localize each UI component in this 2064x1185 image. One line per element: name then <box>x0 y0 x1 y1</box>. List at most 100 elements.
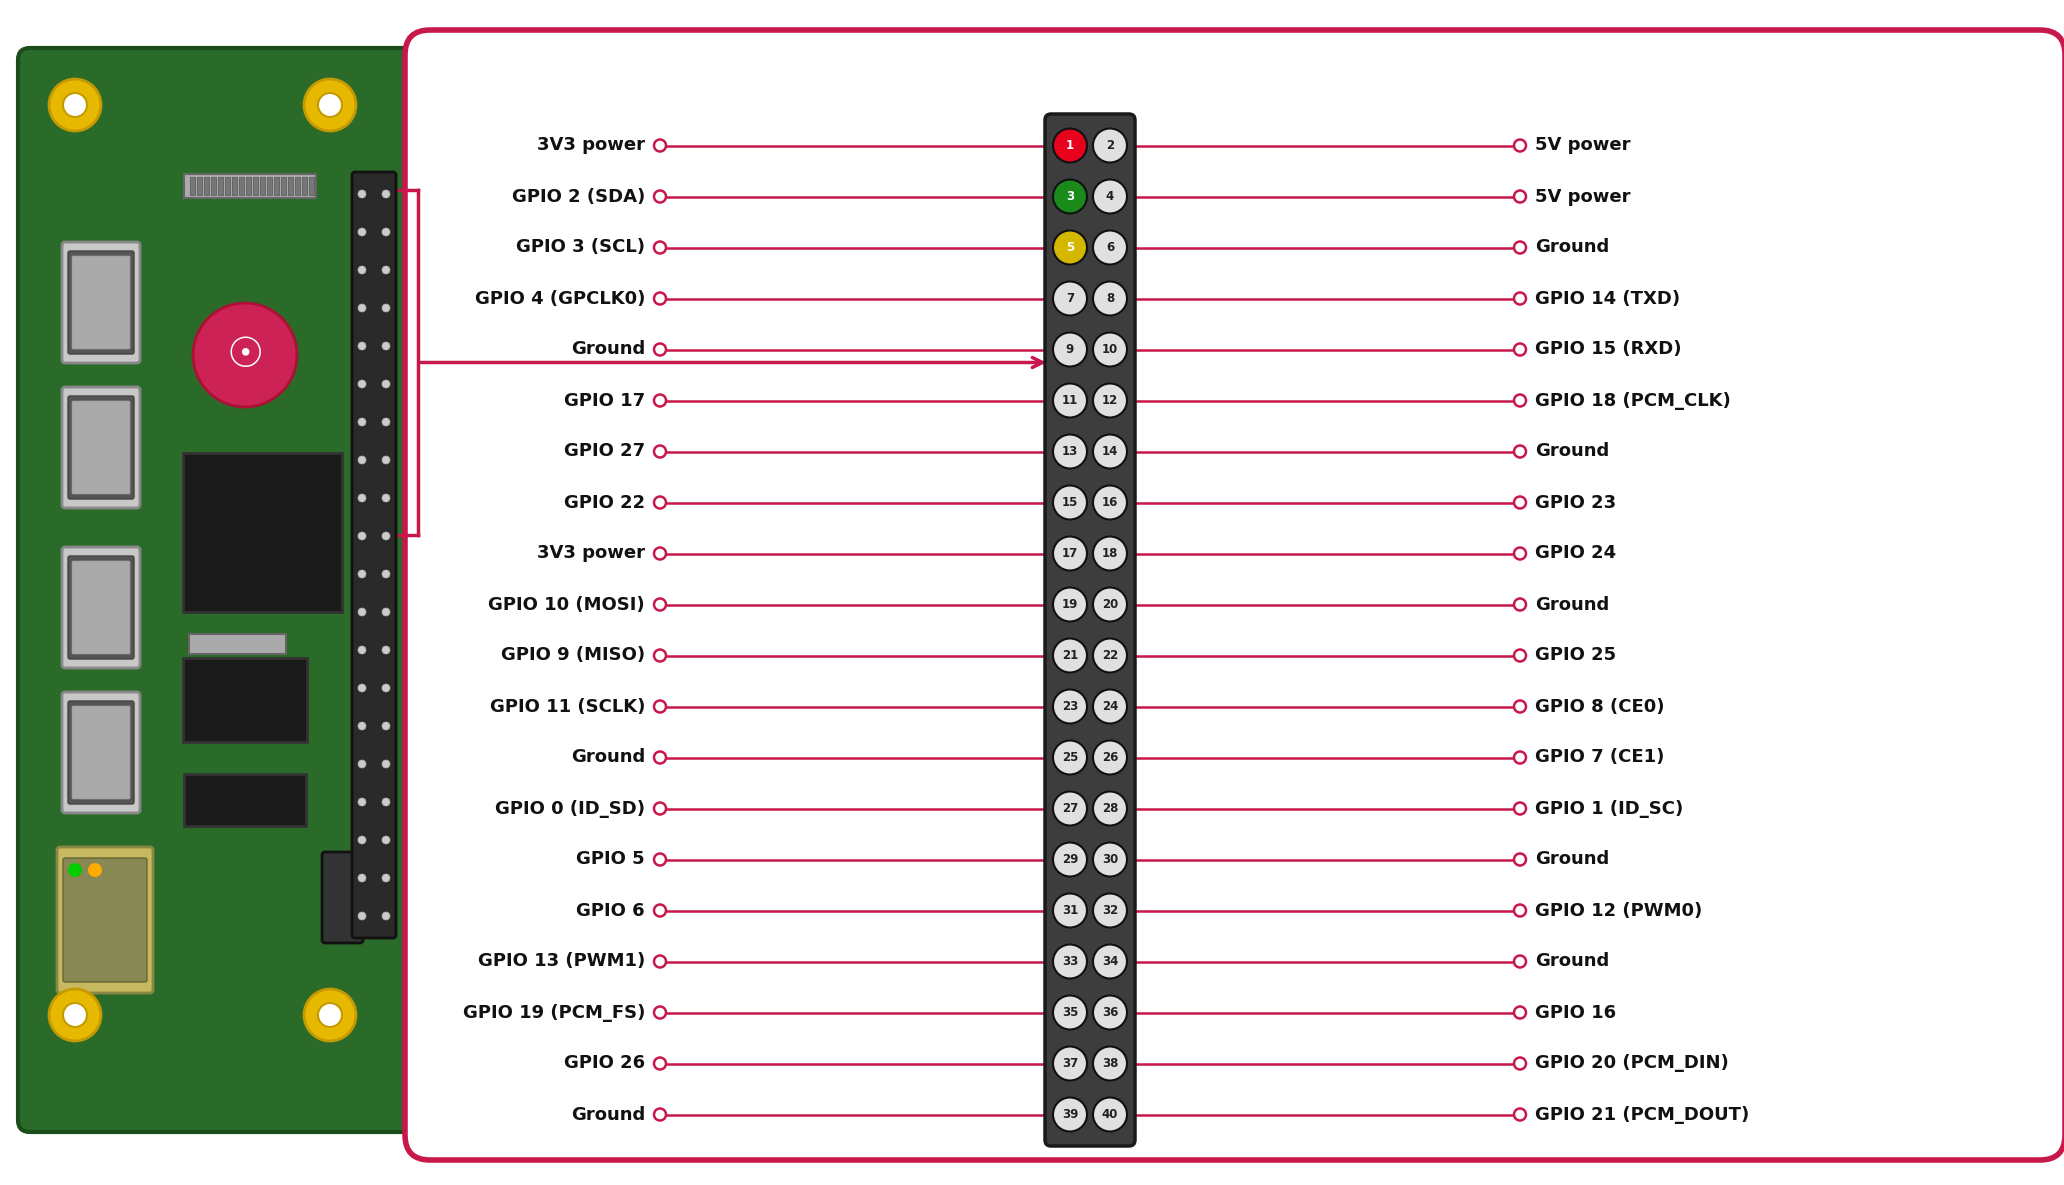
Circle shape <box>654 1006 667 1018</box>
Text: GPIO 23: GPIO 23 <box>1536 493 1616 512</box>
Text: Ground: Ground <box>1536 851 1610 869</box>
Circle shape <box>382 456 390 465</box>
Circle shape <box>382 265 390 274</box>
Circle shape <box>382 305 390 312</box>
Circle shape <box>357 912 365 920</box>
FancyBboxPatch shape <box>190 177 194 196</box>
Circle shape <box>382 380 390 387</box>
Text: 14: 14 <box>1102 446 1119 457</box>
Text: 16: 16 <box>1102 497 1119 510</box>
Circle shape <box>357 494 365 502</box>
Text: GPIO 11 (SCLK): GPIO 11 (SCLK) <box>489 698 644 716</box>
Text: Ground: Ground <box>572 749 644 767</box>
Circle shape <box>318 1003 343 1027</box>
FancyBboxPatch shape <box>211 177 217 196</box>
Text: 18: 18 <box>1102 547 1119 561</box>
Circle shape <box>357 190 365 198</box>
Circle shape <box>64 92 87 117</box>
Circle shape <box>1053 792 1088 826</box>
Text: GPIO 27: GPIO 27 <box>563 442 644 461</box>
Text: 5V power: 5V power <box>1536 187 1631 205</box>
Circle shape <box>1053 741 1088 775</box>
Circle shape <box>1515 1006 1525 1018</box>
Circle shape <box>1515 700 1525 712</box>
Text: 33: 33 <box>1061 955 1077 968</box>
Circle shape <box>1094 1046 1127 1081</box>
FancyBboxPatch shape <box>405 30 2064 1160</box>
Circle shape <box>1053 179 1088 213</box>
Text: 28: 28 <box>1102 802 1119 815</box>
FancyBboxPatch shape <box>289 177 293 196</box>
Text: 1: 1 <box>1065 139 1073 152</box>
Text: 34: 34 <box>1102 955 1119 968</box>
Circle shape <box>357 456 365 465</box>
Circle shape <box>382 342 390 350</box>
FancyBboxPatch shape <box>239 177 244 196</box>
Circle shape <box>357 418 365 425</box>
FancyBboxPatch shape <box>62 547 140 668</box>
Text: GPIO 15 (RXD): GPIO 15 (RXD) <box>1536 340 1682 359</box>
Circle shape <box>1515 140 1525 152</box>
Circle shape <box>1053 843 1088 877</box>
Circle shape <box>1053 588 1088 621</box>
Circle shape <box>357 760 365 768</box>
Circle shape <box>654 598 667 610</box>
Text: 19: 19 <box>1061 598 1077 611</box>
Circle shape <box>1515 853 1525 865</box>
Circle shape <box>1515 649 1525 661</box>
FancyBboxPatch shape <box>72 256 130 350</box>
Text: GPIO 25: GPIO 25 <box>1536 647 1616 665</box>
Text: Ground: Ground <box>572 1106 644 1123</box>
FancyBboxPatch shape <box>260 177 264 196</box>
Text: 37: 37 <box>1061 1057 1077 1070</box>
Text: GPIO 4 (GPCLK0): GPIO 4 (GPCLK0) <box>475 289 644 307</box>
FancyBboxPatch shape <box>72 706 130 799</box>
Circle shape <box>1053 1097 1088 1132</box>
Circle shape <box>1053 893 1088 928</box>
Text: 6: 6 <box>1106 241 1115 254</box>
Text: 8: 8 <box>1106 292 1115 305</box>
Circle shape <box>1094 639 1127 673</box>
Circle shape <box>382 228 390 236</box>
Circle shape <box>1053 333 1088 366</box>
Circle shape <box>1053 231 1088 264</box>
Circle shape <box>303 79 355 132</box>
Circle shape <box>654 344 667 356</box>
FancyBboxPatch shape <box>196 177 202 196</box>
Text: 36: 36 <box>1102 1006 1119 1019</box>
Circle shape <box>654 242 667 254</box>
Text: 4: 4 <box>1106 190 1115 203</box>
Circle shape <box>382 570 390 578</box>
FancyBboxPatch shape <box>231 177 237 196</box>
Text: GPIO 6: GPIO 6 <box>576 902 644 920</box>
Circle shape <box>357 305 365 312</box>
Text: GPIO 7 (CE1): GPIO 7 (CE1) <box>1536 749 1664 767</box>
Circle shape <box>1053 1046 1088 1081</box>
FancyBboxPatch shape <box>353 172 396 939</box>
Circle shape <box>1053 944 1088 979</box>
Circle shape <box>1094 944 1127 979</box>
Circle shape <box>1515 751 1525 763</box>
Circle shape <box>1094 588 1127 621</box>
Text: 5V power: 5V power <box>1536 136 1631 154</box>
Circle shape <box>1094 995 1127 1030</box>
Text: Ground: Ground <box>572 340 644 359</box>
Circle shape <box>382 912 390 920</box>
Circle shape <box>654 802 667 814</box>
Text: GPIO 22: GPIO 22 <box>563 493 644 512</box>
Circle shape <box>357 342 365 350</box>
Circle shape <box>1515 904 1525 916</box>
Circle shape <box>1094 690 1127 724</box>
Text: GPIO 8 (CE0): GPIO 8 (CE0) <box>1536 698 1664 716</box>
Circle shape <box>654 1108 667 1121</box>
Circle shape <box>1053 639 1088 673</box>
FancyBboxPatch shape <box>184 774 305 826</box>
Circle shape <box>1515 1057 1525 1070</box>
Circle shape <box>654 547 667 559</box>
FancyBboxPatch shape <box>68 702 134 803</box>
Circle shape <box>654 1057 667 1070</box>
FancyBboxPatch shape <box>275 177 279 196</box>
Circle shape <box>1053 537 1088 570</box>
Text: Ground: Ground <box>1536 442 1610 461</box>
Circle shape <box>654 751 667 763</box>
